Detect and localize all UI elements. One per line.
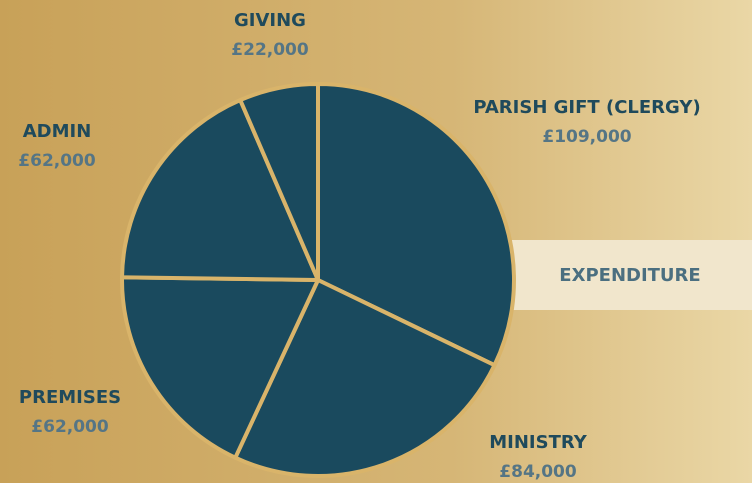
slice-value: £62,000 [18, 151, 96, 171]
slice-value: £109,000 [542, 127, 631, 147]
title-band [510, 240, 752, 310]
pie-slice [120, 98, 320, 282]
pie-slice [120, 275, 320, 460]
slice-value: £62,000 [31, 417, 109, 437]
pie-slice [316, 82, 516, 368]
slice-label: MINISTRY [489, 432, 587, 453]
slice-label: GIVING [234, 10, 306, 31]
slice-label: PREMISES [19, 387, 121, 408]
slice-label: ADMIN [23, 121, 92, 142]
pie-slice [233, 278, 497, 478]
pie-slice [238, 82, 320, 282]
slice-label: PARISH GIFT (CLERGY) [473, 97, 700, 118]
slice-value: £22,000 [231, 40, 309, 60]
pie [120, 82, 516, 478]
chart-title: EXPENDITURE [559, 265, 700, 286]
slice-value: £84,000 [499, 462, 577, 482]
